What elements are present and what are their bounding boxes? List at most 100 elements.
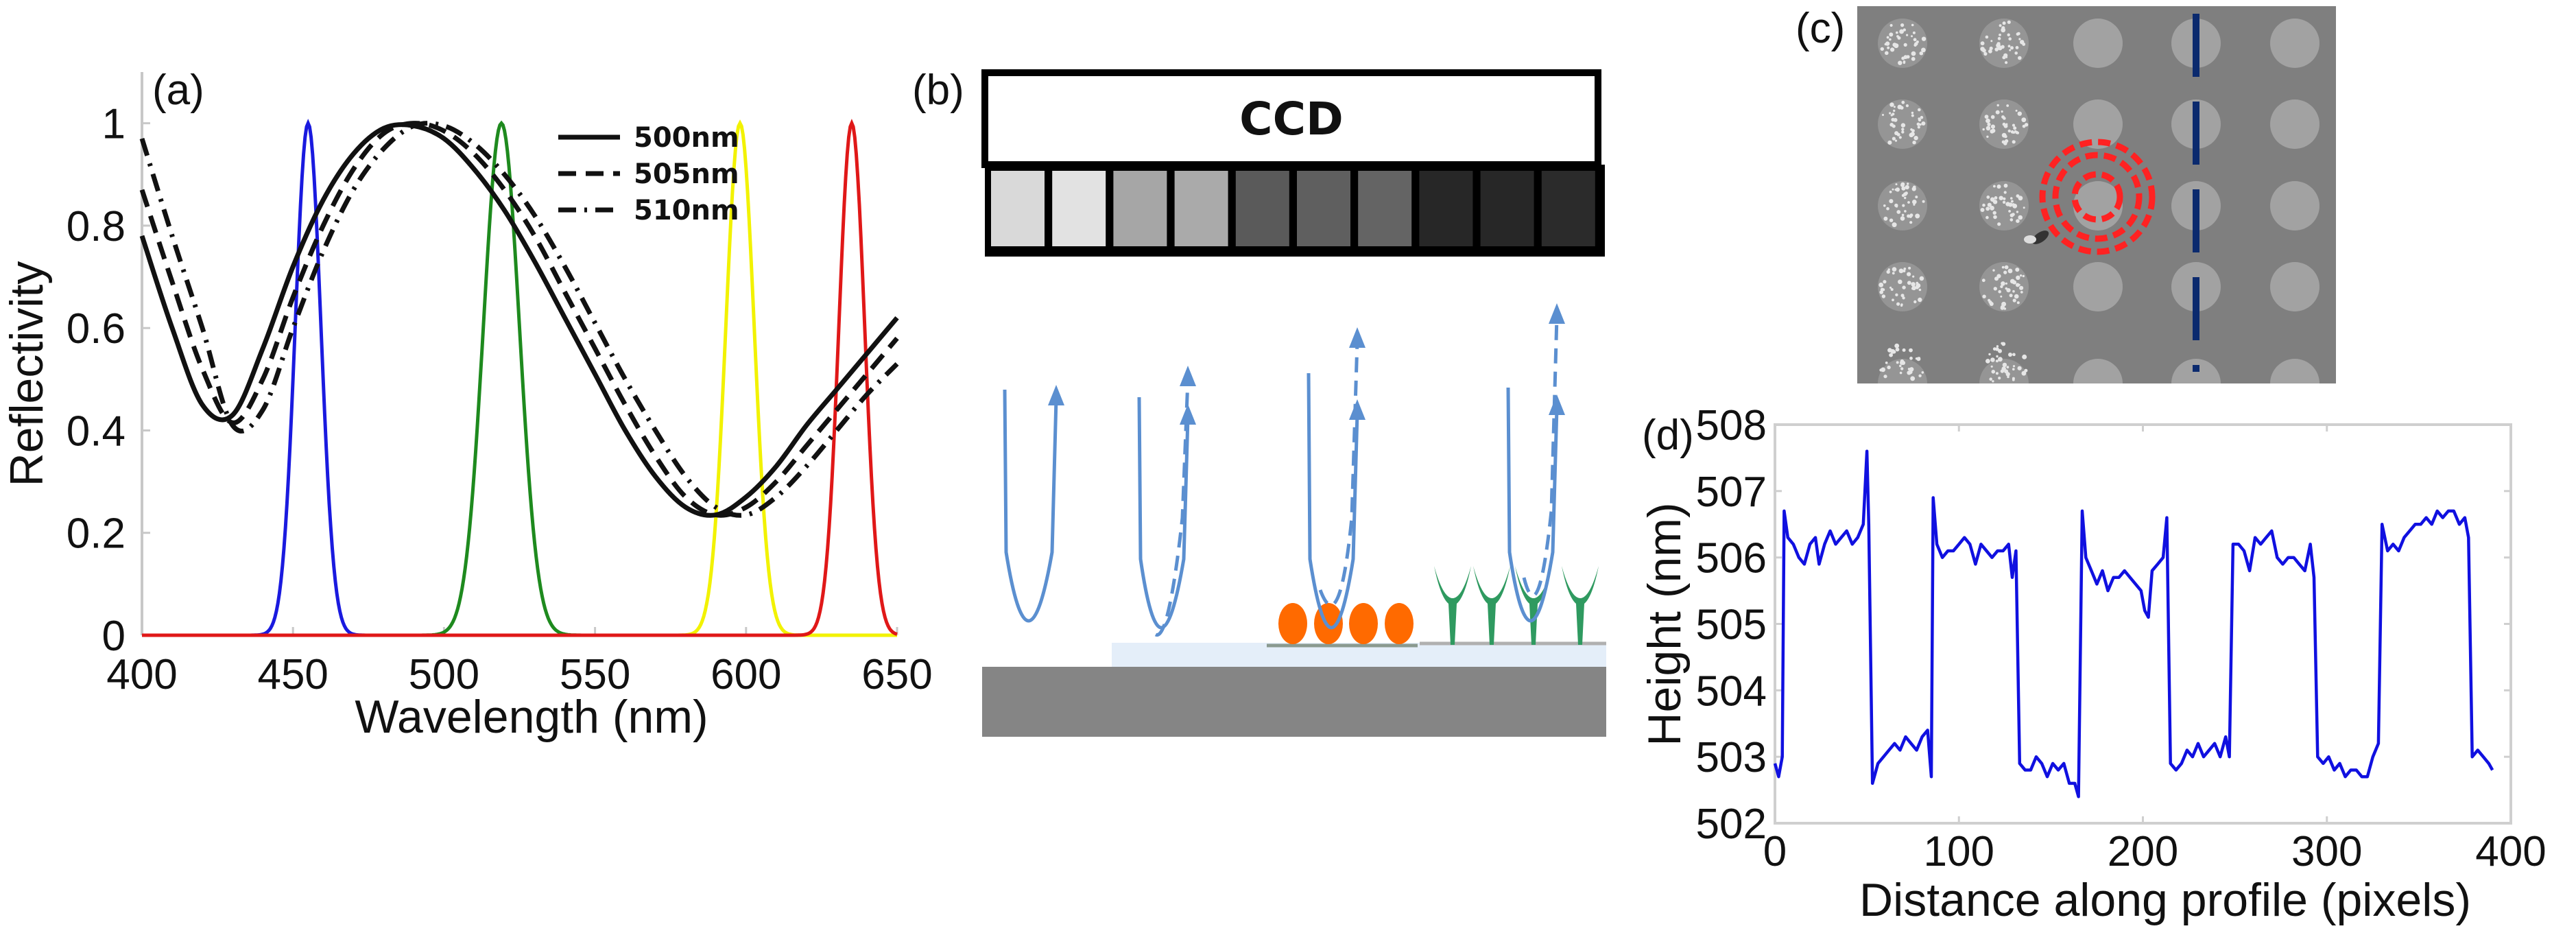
dashed-ring (2039, 139, 2156, 255)
speckle (1907, 368, 1911, 370)
speckle (1910, 376, 1916, 381)
spot (2270, 99, 2319, 149)
speckle (1996, 355, 1999, 358)
speckle (1986, 135, 1989, 138)
speckle (2017, 366, 2022, 370)
speckle (2003, 183, 2008, 188)
speckle (2012, 377, 2015, 380)
speckle (1901, 128, 1905, 131)
speckle (1985, 118, 1990, 123)
speckle (1915, 196, 1918, 199)
x-tick-label: 600 (711, 651, 781, 698)
y-axis-label: Reflectivity (1, 261, 53, 487)
speckle (1911, 35, 1913, 38)
speckle (1990, 129, 1994, 134)
x-tick-label: 200 (2108, 828, 2178, 875)
speckle (2014, 294, 2019, 299)
speckle (2014, 51, 2018, 55)
spot (2073, 262, 2123, 311)
speckle (1919, 123, 1922, 126)
speckle (2016, 132, 2018, 134)
speckle (1892, 137, 1896, 141)
speckle (2015, 109, 2018, 112)
y-axis-label: Height (nm) (1638, 502, 1691, 746)
speckle (1892, 124, 1896, 128)
dashed-rings (2039, 139, 2156, 255)
speckle (2001, 366, 2006, 371)
speckle (1911, 23, 1914, 27)
speckle (2012, 289, 2015, 293)
speckle (1887, 46, 1890, 49)
speckle (1899, 29, 1905, 34)
speckle (1921, 36, 1927, 41)
speckle (1913, 38, 1917, 42)
speckle (1885, 362, 1888, 364)
speckle (1997, 222, 2001, 226)
speckle (1987, 122, 1991, 126)
ccd-pixel (1480, 171, 1534, 246)
speckle (1996, 345, 1999, 348)
speckle (1993, 287, 1997, 291)
speckle (2009, 294, 2013, 298)
x-tick-label: 400 (106, 651, 177, 698)
x-tick-label: 500 (409, 651, 479, 698)
speckle (2006, 104, 2009, 107)
speckle (2020, 40, 2024, 44)
spots (1878, 19, 2319, 383)
spot (1878, 359, 1927, 383)
speckle (2016, 301, 2020, 305)
speckle (2001, 45, 2003, 48)
speckle (1890, 349, 1896, 354)
substrate (982, 667, 1606, 737)
reflectivity-curves (139, 121, 899, 518)
shifted-beam-dashed (1318, 340, 1359, 607)
speckle (1891, 117, 1895, 122)
speckle (1907, 201, 1910, 204)
x-tick-label: 100 (1924, 828, 1994, 875)
speckle (2005, 282, 2007, 285)
speckle (1996, 185, 2001, 189)
speckle (1914, 42, 1918, 46)
speckle (1917, 126, 1920, 129)
legend-label: 510nm (634, 195, 739, 226)
speckle (1900, 367, 1904, 370)
y-tick-label: 502 (1696, 801, 1767, 848)
speckle (1909, 132, 1914, 138)
x-tick-label: 300 (2291, 828, 2362, 875)
y-tick-label: 0.2 (67, 510, 126, 558)
y-tick-label: 505 (1696, 602, 1767, 649)
dashed-ring (2052, 152, 2143, 242)
spot (2270, 19, 2319, 68)
ccd-pixel (991, 171, 1045, 246)
speckle (1916, 122, 1920, 126)
speckle (1902, 204, 1905, 207)
speckle (1900, 23, 1905, 27)
speckle (1996, 43, 2001, 48)
panel-c-microarray-image: (c) (1796, 5, 2336, 383)
ccd-pixel (1297, 171, 1350, 246)
speckle (1982, 128, 1985, 131)
speckle (2020, 291, 2023, 294)
legend: 500nm 505nm 510nm (558, 122, 739, 226)
speckle (1990, 124, 1995, 129)
axes: 400 450 500 550 600 650 0 0.2 0.4 0.6 0.8 1 (67, 72, 933, 698)
speckle (2012, 353, 2016, 357)
speckle (1918, 117, 1920, 120)
x-axis-label: Wavelength (nm) (355, 691, 708, 743)
incident-reflected-beam (1137, 397, 1190, 630)
speckle (2003, 363, 2007, 368)
speckle (1913, 136, 1918, 141)
speckle (1896, 35, 1899, 38)
nanoparticle (1278, 603, 1307, 644)
speckle (1889, 218, 1894, 222)
speckle (2000, 306, 2005, 310)
speckle (1915, 357, 1918, 360)
speckle (2016, 219, 2020, 224)
arrowhead-icon (1180, 366, 1196, 386)
speckle (1882, 114, 1884, 116)
x-tick-label: 450 (257, 651, 328, 698)
dashed-ring (2071, 171, 2123, 223)
speckle (1918, 357, 1920, 359)
speckle (2010, 197, 2013, 200)
speckle (1912, 200, 1917, 204)
